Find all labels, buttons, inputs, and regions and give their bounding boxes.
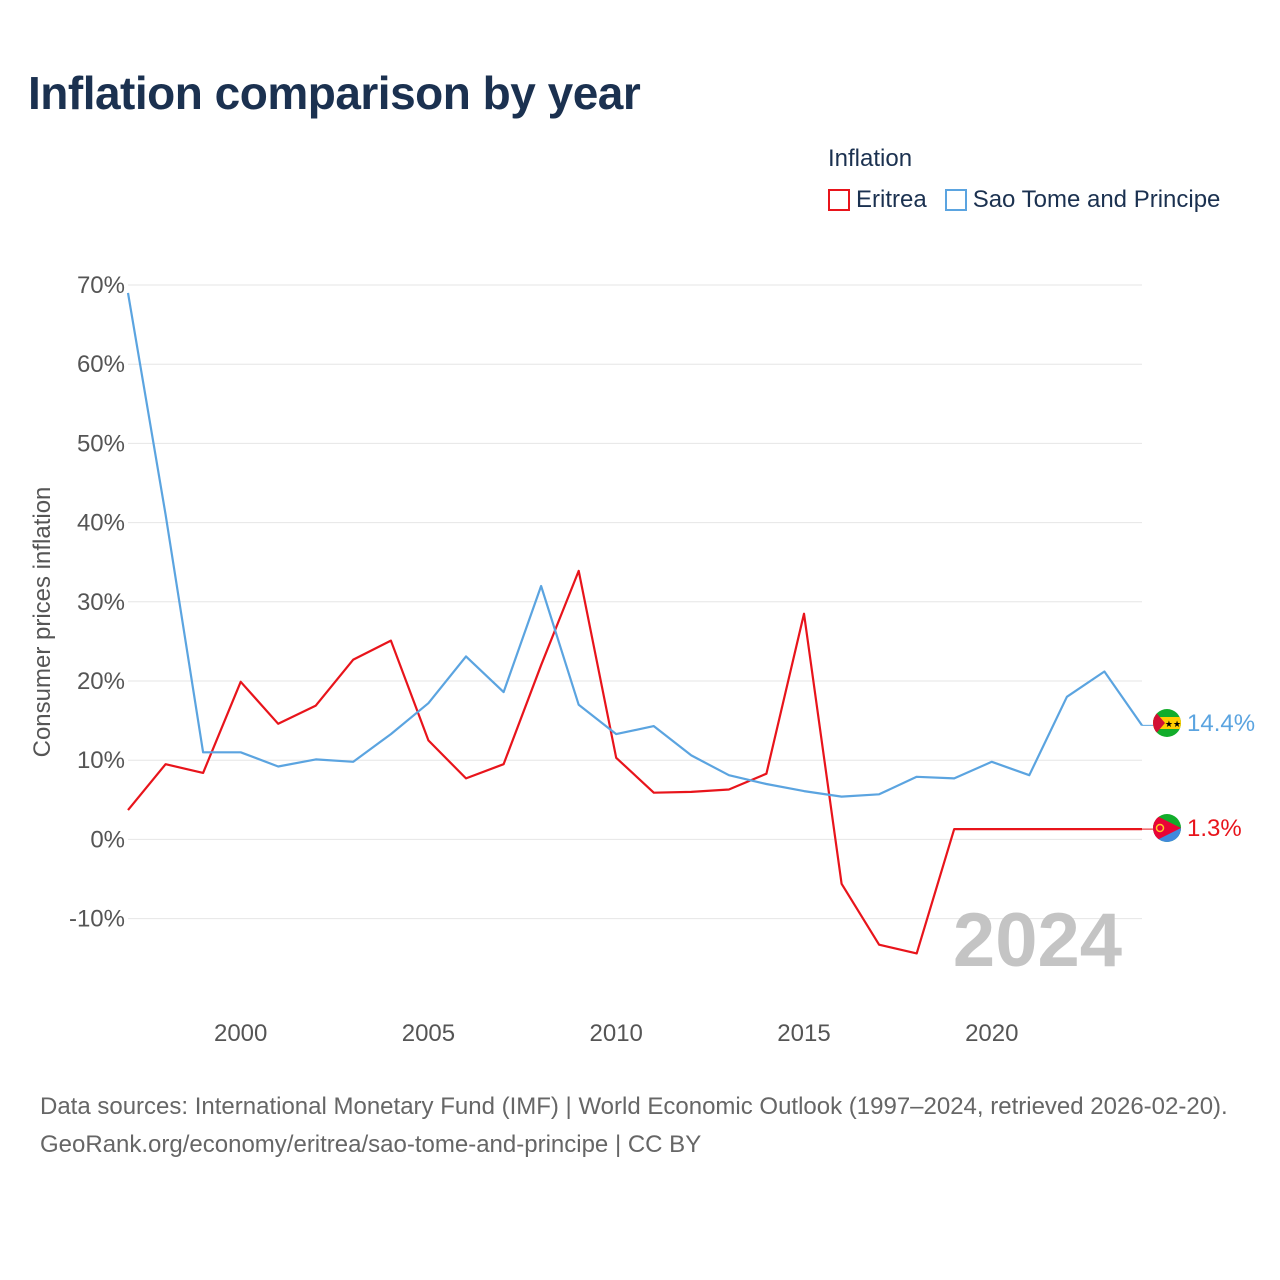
legend-title: Inflation [828,145,913,172]
x-tick-label: 2015 [777,1020,830,1047]
y-tick-label: -10% [69,906,125,933]
legend-label-eritrea: Eritrea [856,186,927,213]
data-sources: Data sources: International Monetary Fun… [40,1093,1228,1120]
eritrea-flag-icon [1153,814,1181,842]
gridlines [128,284,1142,920]
y-tick-label: 50% [77,430,125,457]
legend-label-sao-tome-and-principe: Sao Tome and Principe [972,186,1221,213]
legend-item-eritrea[interactable]: Eritrea [828,186,927,214]
y-tick-label: 20% [77,668,125,695]
x-axis-ticks: 2000 2005 2010 2015 2020 [214,1020,1019,1047]
x-tick-label: 2010 [590,1020,643,1047]
y-axis-ticks: -10% 0% 10% 20% 30% 40% 50% 60% 70% [69,272,125,933]
y-tick-label: 60% [77,351,125,378]
line-chart: -10% 0% 10% 20% 30% 40% 50% 60% 70% 2000 2005 2010… [29,272,1255,1047]
series-layer [126,292,1153,955]
end-label-sao-tome-and-principe: 14.4% [1187,710,1255,737]
legend: Eritrea Sao Tome and Principe [828,186,1238,214]
credit-link[interactable]: GeoRank.org/economy/eritrea/sao-tome-and… [40,1131,702,1158]
x-tick-label: 2020 [965,1020,1018,1047]
svg-text:★★: ★★ [1165,719,1181,729]
series-line-eritrea [127,569,1142,955]
chart-title: Inflation comparison by year [28,67,641,119]
y-tick-label: 0% [90,826,125,853]
x-tick-label: 2000 [214,1020,267,1047]
legend-item-sao-tome-and-principe[interactable]: Sao Tome and Principe [944,186,1221,214]
y-tick-label: 70% [77,272,125,299]
legend-swatch-sao-tome-and-principe [944,189,967,211]
y-tick-label: 10% [77,747,125,774]
sao-tome-flag-icon: ★★ [1153,709,1181,737]
y-axis-label: Consumer prices inflation [29,487,56,758]
year-watermark: 2024 [953,898,1122,983]
legend-swatch-eritrea [828,189,850,211]
series-line-sao-tome-and-principe [126,292,1143,798]
footer: Data sources: International Monetary Fun… [40,1088,1250,1164]
y-tick-label: 30% [77,589,125,616]
y-tick-label: 40% [77,510,125,537]
x-tick-label: 2005 [402,1020,455,1047]
end-label-eritrea: 1.3% [1187,815,1242,842]
